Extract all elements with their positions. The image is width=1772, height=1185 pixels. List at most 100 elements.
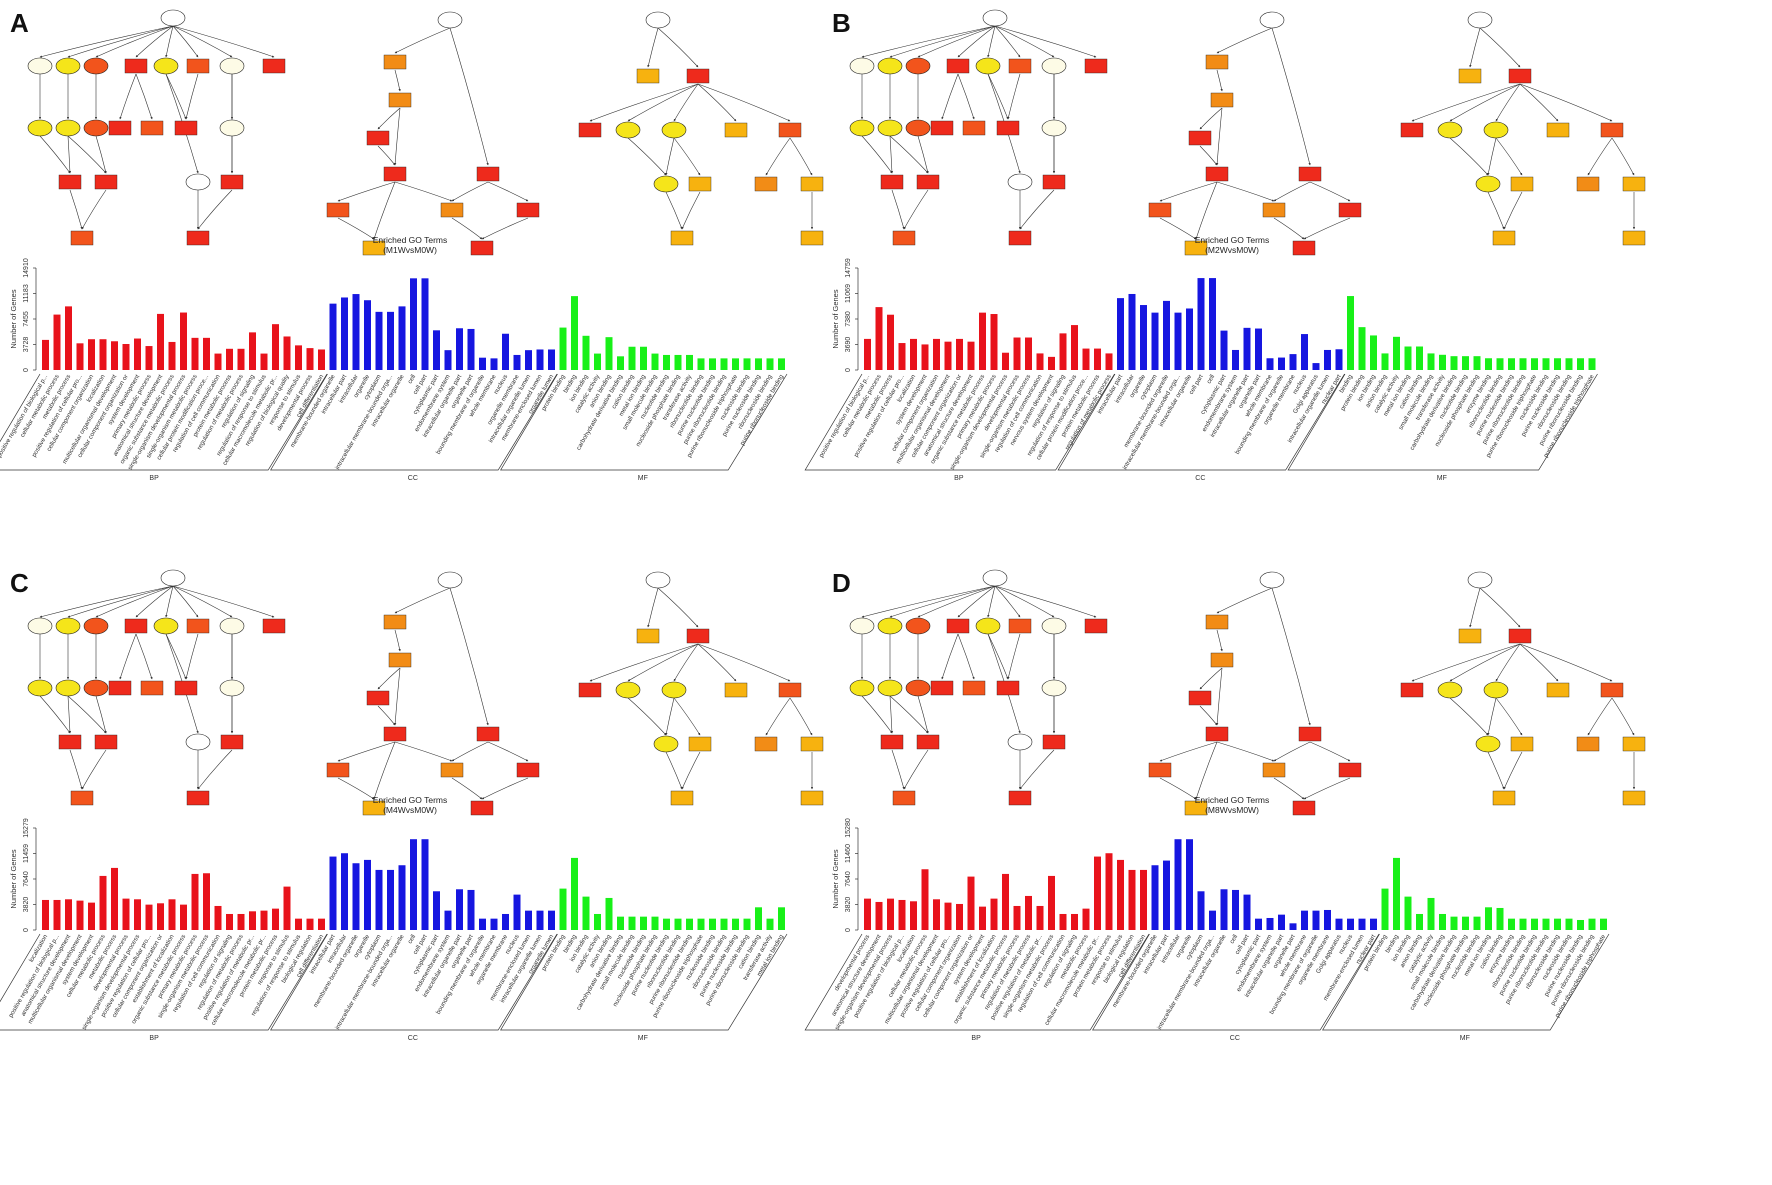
bar	[1508, 918, 1515, 930]
bar	[1128, 293, 1136, 370]
go-graph-node	[982, 9, 1008, 27]
go-graph-edge	[1309, 181, 1351, 202]
panel-letter: A	[10, 8, 29, 38]
go-graph-node	[1508, 68, 1532, 84]
go-graph-node	[1210, 92, 1234, 108]
go-graph-node	[70, 230, 94, 246]
go-graph-node	[1008, 790, 1032, 806]
panel-a: A Enriched GO Terms(M1WvsM0W) 0 3728 7455 111…	[0, 8, 824, 482]
go-graph-node	[1622, 736, 1646, 752]
go-graph-edge	[1495, 137, 1523, 176]
panel-b: B Enriched GO Terms(M2WvsM0W) 0 3690 7380 110…	[804, 8, 1646, 482]
go-graph-node	[1008, 618, 1032, 634]
bar	[697, 918, 705, 930]
go-graph-edge	[1611, 137, 1635, 176]
go-graph-edge	[1487, 191, 1505, 230]
bar	[663, 918, 670, 930]
bar	[1163, 300, 1170, 370]
bar	[594, 913, 601, 930]
go-graph-edge	[903, 189, 929, 230]
go-graph-node	[962, 120, 986, 136]
bar	[134, 338, 141, 370]
go-graph-edge	[1503, 191, 1523, 230]
go-graph-edge	[627, 83, 699, 122]
bar	[1266, 917, 1274, 930]
bar	[260, 910, 268, 930]
bar	[1059, 333, 1067, 370]
bar	[1151, 865, 1159, 930]
go-graph-node	[754, 736, 778, 752]
go-graph-node	[1205, 726, 1229, 742]
go-graph-node	[55, 57, 81, 75]
go-graph-edge	[39, 25, 174, 58]
bar	[1588, 918, 1596, 930]
go-graph-node	[1600, 682, 1624, 698]
bar	[1105, 353, 1113, 370]
bar	[1416, 346, 1423, 370]
bar	[651, 353, 659, 370]
bar	[88, 902, 95, 930]
bar	[732, 358, 739, 370]
go-graph-edge	[861, 25, 996, 58]
go-graph-node	[174, 120, 198, 136]
bar	[157, 903, 164, 930]
go-graph	[849, 9, 1646, 256]
bar	[387, 869, 394, 930]
go-graph-edge	[377, 107, 401, 130]
go-graph-node	[724, 122, 748, 138]
go-graph-edge	[1309, 741, 1351, 762]
go-graph-edge	[1216, 741, 1275, 762]
bar	[1358, 327, 1366, 370]
go-graph-edge	[861, 135, 893, 174]
bar	[956, 338, 963, 370]
bar	[1554, 358, 1561, 370]
bar	[743, 918, 751, 930]
go-graph-node	[140, 680, 164, 696]
bar	[1025, 337, 1032, 370]
go-graph-node	[1576, 176, 1600, 192]
bar	[1588, 358, 1596, 370]
group-label: CC	[408, 475, 418, 482]
go-graph-edge	[917, 695, 929, 734]
go-graph-node	[849, 57, 875, 75]
y-tick-label: 3820	[845, 897, 852, 913]
y-tick-label: 15279	[23, 818, 30, 838]
group-bracket	[0, 933, 328, 1031]
go-graph-edge	[394, 741, 453, 762]
bar	[283, 336, 291, 370]
go-graph-node	[1492, 790, 1516, 806]
go-graph-node	[1084, 618, 1108, 634]
bar	[226, 348, 233, 370]
bar	[203, 337, 210, 370]
bar	[410, 278, 417, 370]
bar	[778, 907, 785, 930]
bar	[387, 311, 394, 370]
bar	[1289, 354, 1297, 370]
group-label: CC	[1230, 1035, 1240, 1042]
bar	[1151, 312, 1159, 370]
go-graph-node	[1546, 122, 1570, 138]
go-graph-edge	[987, 73, 1009, 120]
go-graph-node	[440, 202, 464, 218]
bar	[421, 278, 429, 370]
go-graph-edge	[95, 135, 107, 174]
go-graph-edge	[67, 695, 107, 734]
y-tick-label: 0	[845, 368, 852, 372]
go-graph-node	[1576, 736, 1600, 752]
go-graph-node	[645, 11, 671, 29]
go-graph-edge	[657, 587, 699, 628]
go-graph-node	[1084, 58, 1108, 74]
group-label: MF	[638, 1035, 648, 1042]
bar	[65, 306, 72, 370]
go-graph-node	[877, 57, 903, 75]
bar	[663, 354, 670, 370]
bar	[1105, 853, 1113, 930]
go-graph-edge	[394, 181, 453, 202]
go-graph-edge	[1216, 181, 1275, 202]
y-axis-label: Number of Genes	[831, 289, 840, 348]
go-graph-edge	[81, 189, 107, 230]
bar	[1197, 891, 1205, 930]
go-graph-node	[905, 617, 931, 635]
bar	[1301, 910, 1308, 930]
bar	[1278, 357, 1285, 370]
